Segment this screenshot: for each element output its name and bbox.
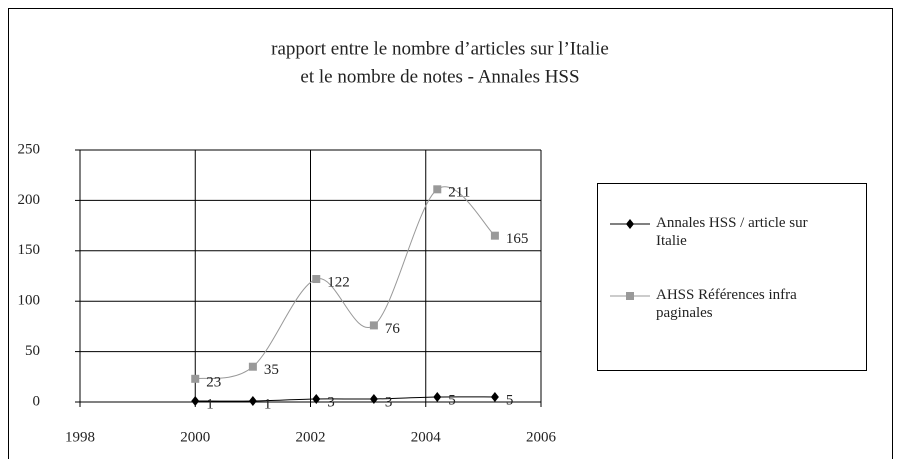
legend-label: AHSS Références infra paginales [656, 287, 797, 321]
data-label: 23 [206, 374, 221, 390]
marker [490, 231, 499, 240]
legend: Annales HSS / article sur Italie AHSS Réf… [597, 183, 867, 371]
data-label: 1 [264, 396, 272, 412]
data-label: 35 [264, 362, 279, 378]
chart-frame [8, 8, 893, 459]
y-tick-label: 250 [18, 141, 41, 157]
marker [312, 275, 321, 284]
data-label: 211 [448, 185, 470, 201]
legend-swatch [610, 292, 650, 300]
data-label: 1 [206, 396, 214, 412]
x-tick-label: 1998 [65, 429, 95, 445]
marker [490, 391, 499, 402]
chart-title: rapport entre le nombre d’articles sur l… [271, 38, 609, 59]
marker [191, 395, 200, 406]
x-tick-label: 2000 [180, 429, 210, 445]
y-tick-label: 50 [25, 343, 40, 359]
series-line [195, 396, 495, 402]
legend-swatch [610, 219, 650, 229]
data-label: 5 [506, 392, 514, 408]
data-label: 76 [385, 321, 401, 337]
legend-entry: AHSS Références infra paginales [610, 286, 841, 322]
marker [191, 374, 200, 383]
legend-label: Annales HSS / article sur Italie [656, 215, 808, 249]
marker [369, 321, 378, 330]
y-tick-label: 150 [18, 242, 41, 258]
marker [433, 185, 442, 194]
legend-entry: Annales HSS / article sur Italie [610, 214, 841, 250]
data-label: 3 [385, 394, 393, 410]
marker [248, 362, 257, 371]
x-tick-label: 2006 [526, 429, 557, 445]
x-tick-label: 2002 [296, 429, 326, 445]
data-label: 165 [506, 231, 529, 247]
marker [626, 292, 634, 300]
marker [312, 393, 321, 404]
y-tick-label: 100 [18, 293, 41, 309]
x-tick-label: 2004 [411, 429, 442, 445]
data-label: 5 [448, 392, 456, 408]
chart-title: et le nombre de notes - Annales HSS [300, 66, 579, 87]
marker [369, 393, 378, 404]
y-tick-label: 0 [33, 393, 41, 409]
marker [248, 395, 257, 406]
marker [626, 219, 634, 229]
y-tick-label: 200 [18, 192, 41, 208]
data-label: 122 [327, 274, 350, 290]
data-label: 3 [327, 394, 335, 410]
marker [433, 391, 442, 402]
